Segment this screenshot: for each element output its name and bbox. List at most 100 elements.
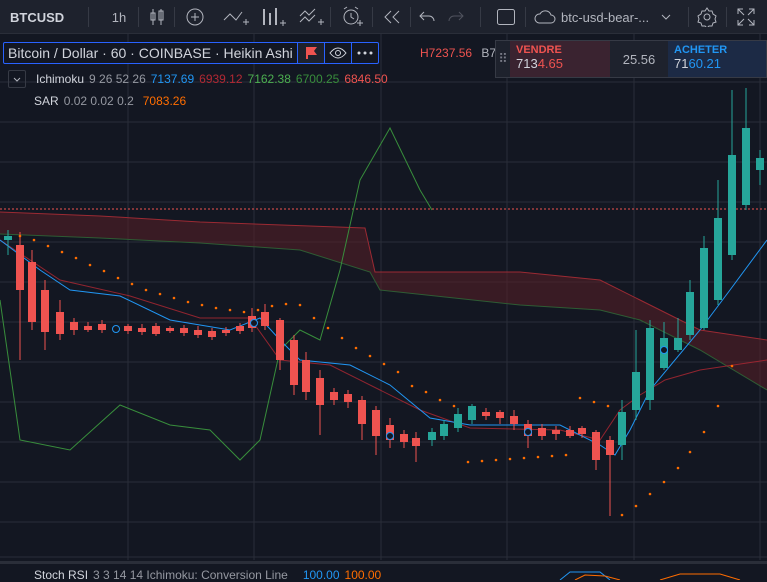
candle-body <box>700 248 708 328</box>
candle-body <box>728 155 736 255</box>
sar-dot <box>214 306 218 310</box>
candle-body <box>138 328 146 332</box>
candle-body <box>261 312 269 326</box>
sar-dot <box>144 288 148 292</box>
sar-dot <box>648 492 652 496</box>
sar-dot <box>284 302 288 306</box>
visibility-eye-icon[interactable] <box>323 43 351 63</box>
ohlc-extra: B7 <box>481 46 497 60</box>
candle-body <box>742 128 750 205</box>
sar-dot <box>18 234 22 238</box>
alert-icon[interactable] <box>338 0 366 34</box>
sar-dot <box>716 404 720 408</box>
sar-dot <box>522 456 526 460</box>
main-series-legend[interactable]: Bitcoin / Dollar · 60 · COINBASE · Heiki… <box>3 42 379 64</box>
candle-body <box>344 394 352 402</box>
sar-dot <box>172 296 176 300</box>
stoch-d-value: 100.00 <box>344 568 382 582</box>
sar-dot <box>536 455 540 459</box>
toolbar-divider <box>480 7 481 27</box>
sar-dot <box>424 390 428 394</box>
candle-body <box>454 414 462 428</box>
candle-body <box>302 360 310 392</box>
cloud-save-icon <box>533 8 557 26</box>
sar-dot <box>46 244 50 248</box>
sar-value: 7083.26 <box>142 94 187 108</box>
sar-dot <box>270 304 274 308</box>
bar-style-icon[interactable] <box>146 0 168 34</box>
candle-body <box>686 292 694 335</box>
candle-body <box>330 392 338 400</box>
layout-switcher[interactable]: btc-usd-bear-... <box>533 0 681 34</box>
sar-dot <box>60 250 64 254</box>
sar-legend[interactable]: SAR 0.02 0.02 0.2 7083.26 <box>34 94 191 108</box>
stoch-params: 3 3 14 14 Ichimoku: Conversion Line <box>93 568 288 582</box>
stoch-rsi-legend[interactable]: Stoch RSI 3 3 14 14 Ichimoku: Conversion… <box>34 568 386 582</box>
sar-dot <box>326 326 330 330</box>
replay-icon[interactable] <box>380 0 404 34</box>
sar-dot <box>480 459 484 463</box>
signal-marker <box>250 319 258 327</box>
sar-dot <box>340 336 344 340</box>
add-indicator-icon[interactable] <box>183 0 207 34</box>
settings-icon[interactable] <box>695 0 719 34</box>
toolbar-divider <box>372 7 373 27</box>
sar-dot <box>688 450 692 454</box>
symbol-search-button[interactable]: BTCUSD <box>10 9 65 25</box>
buy-button[interactable]: ACHETER 7160.21 <box>668 41 766 77</box>
flag-icon[interactable] <box>296 43 324 63</box>
candle-body <box>400 434 408 442</box>
sar-dot <box>256 308 260 312</box>
ichimoku-base-value: 6939.12 <box>199 72 243 86</box>
redo-icon[interactable] <box>445 0 467 34</box>
toolbar-divider <box>174 7 175 27</box>
interval-button[interactable]: 1h <box>111 9 127 25</box>
more-options-icon[interactable] <box>350 43 378 63</box>
toolbar-divider <box>138 7 139 27</box>
undo-icon[interactable] <box>416 0 438 34</box>
candle-body <box>372 410 380 436</box>
ichimoku-legend[interactable]: Ichimoku 9 26 52 26 7137.69 6939.12 7162… <box>8 70 393 88</box>
sar-dot <box>312 316 316 320</box>
stoch-rsi-pane <box>0 561 767 580</box>
candle-body <box>606 440 614 455</box>
compare-icon[interactable] <box>260 0 288 34</box>
select-layout-icon[interactable] <box>494 0 518 34</box>
sar-dot <box>382 362 386 366</box>
candle-body <box>632 372 640 410</box>
sar-dot <box>74 256 78 260</box>
ohlc-high: H7237.56 <box>420 46 473 60</box>
sar-dot <box>494 458 498 462</box>
sar-dot <box>564 453 568 457</box>
sar-dot <box>32 238 36 242</box>
sar-dot <box>396 370 400 374</box>
candle-body <box>152 326 160 334</box>
indicators-icon[interactable] <box>222 0 250 34</box>
sar-dot <box>508 457 512 461</box>
collapse-legend-button[interactable] <box>8 70 26 88</box>
sell-button[interactable]: VENDRE 7134.65 <box>510 41 610 77</box>
sell-price: 7134.65 <box>516 56 564 71</box>
sar-dot <box>228 308 232 312</box>
fullscreen-icon[interactable] <box>734 0 758 34</box>
sar-dot <box>116 276 120 280</box>
drag-handle-icon[interactable]: ⠿ <box>498 51 508 66</box>
spread-value: 25.56 <box>622 51 656 67</box>
candle-body <box>538 428 546 436</box>
candle-body <box>124 326 132 331</box>
sar-dot <box>592 400 596 404</box>
price-chart[interactable] <box>0 34 767 580</box>
ohlc-values: H7237.56 B7 <box>420 46 496 60</box>
heikin-ashi-candles <box>4 88 764 516</box>
candle-body <box>674 338 682 350</box>
candle-body <box>70 322 78 330</box>
buy-price: 7160.21 <box>674 56 722 71</box>
signal-marker <box>524 428 532 436</box>
templates-icon[interactable] <box>298 0 326 34</box>
candle-body <box>98 324 106 330</box>
signal-marker <box>112 325 120 333</box>
ichimoku-lead1-value: 6700.25 <box>295 72 340 86</box>
candle-body <box>316 378 324 405</box>
ichimoku-params: 9 26 52 26 <box>89 72 146 86</box>
sar-dot <box>634 504 638 508</box>
